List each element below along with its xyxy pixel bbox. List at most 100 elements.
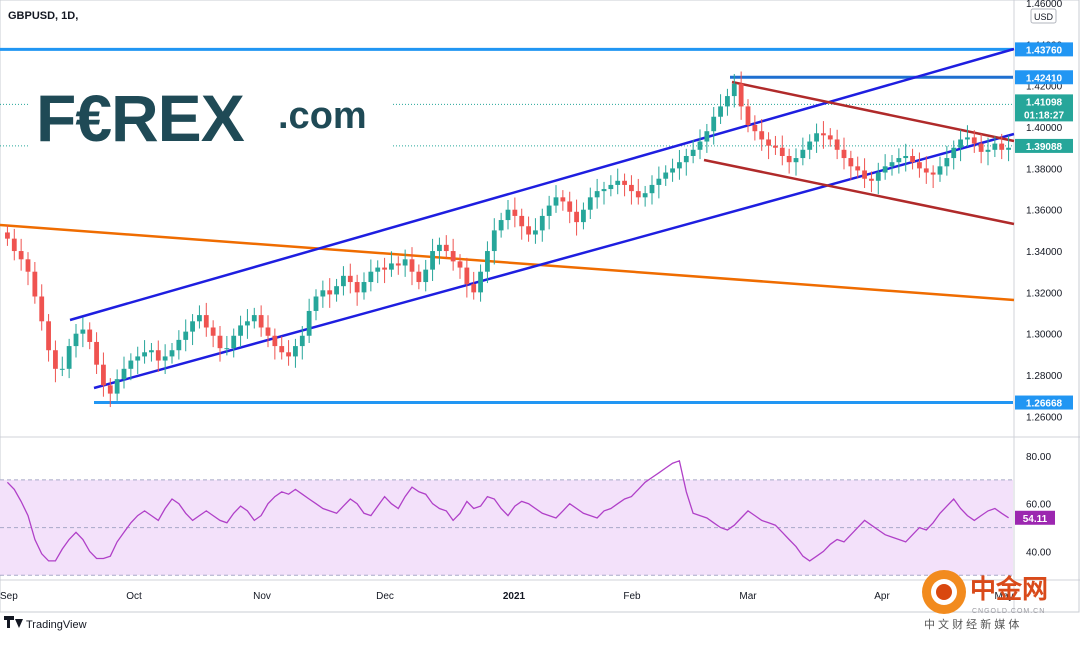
candle-body: [889, 162, 895, 167]
x-tick-label: Nov: [253, 591, 271, 602]
rsi-tick-label: 80.00: [1026, 452, 1051, 463]
price-tag-bg: [1015, 395, 1073, 410]
candle: [176, 330, 182, 360]
candle: [450, 238, 456, 271]
candle-body: [807, 141, 813, 150]
candle-body: [731, 83, 737, 97]
price-tag-label: 1.39088: [1026, 142, 1063, 153]
candle: [855, 156, 861, 178]
candle-body: [416, 271, 422, 283]
candle-body: [176, 339, 182, 351]
candle-body: [923, 168, 929, 173]
candle: [512, 197, 518, 228]
y-tick-label: 1.26000: [1026, 412, 1063, 423]
candle-body: [539, 215, 545, 231]
y-tick-label: 1.36000: [1026, 206, 1063, 217]
candle-body: [354, 282, 360, 293]
candle-body: [512, 209, 518, 216]
candle-body: [279, 346, 285, 353]
candle: [1006, 135, 1011, 162]
candle: [917, 152, 922, 178]
price-tag-bg: [1015, 138, 1073, 153]
candle: [690, 140, 696, 164]
currency-badge[interactable]: [1030, 8, 1057, 24]
candle-body: [347, 275, 353, 283]
candle-body: [114, 379, 120, 394]
candle-body: [594, 191, 600, 198]
candle-body: [162, 356, 168, 361]
candle-body: [313, 296, 319, 311]
y-tick-label: 1.42000: [1026, 82, 1063, 93]
logo-backdrop: [30, 78, 392, 153]
candle-body: [773, 145, 778, 148]
candle-body: [937, 166, 943, 175]
candle-body: [94, 341, 99, 365]
candle-body: [574, 211, 579, 223]
candle-body: [18, 251, 24, 260]
candle: [258, 305, 264, 337]
x-tick-label: Apr: [874, 591, 890, 602]
tag-143760: 1.43760: [1015, 42, 1073, 57]
candle-body: [320, 290, 326, 297]
candle: [162, 344, 168, 374]
candle: [25, 252, 31, 286]
candle: [101, 352, 106, 397]
price-tag-label: 01:18:27: [1024, 110, 1064, 121]
candle-body: [869, 178, 874, 181]
candle: [601, 181, 607, 205]
candle-body: [704, 131, 710, 142]
candle-body: [210, 327, 216, 336]
candle: [217, 326, 223, 362]
candle: [18, 238, 24, 271]
candle-body: [183, 331, 189, 340]
candle: [279, 336, 285, 360]
candle: [615, 168, 621, 195]
candle: [409, 247, 415, 286]
candle-body: [478, 271, 483, 293]
candle: [197, 305, 202, 329]
candle: [539, 208, 545, 242]
price-tag-bg: [1015, 94, 1073, 109]
candle: [190, 314, 195, 346]
candle: [608, 175, 614, 197]
candle: [94, 332, 99, 374]
candle-body: [73, 333, 79, 347]
candle: [992, 136, 998, 158]
candle: [773, 135, 778, 155]
candle: [896, 148, 902, 174]
candle-body: [169, 350, 175, 357]
candle-body: [155, 350, 161, 361]
candle: [210, 320, 216, 348]
candle: [416, 264, 422, 290]
candle-body: [471, 284, 477, 293]
candle: [581, 202, 586, 230]
candle-body: [992, 143, 998, 150]
candle: [251, 307, 257, 329]
time-axis-ticks: Sep Oct Nov Dec 2021 Feb Mar Apr May: [0, 591, 1013, 602]
y-tick-label: 1.40000: [1026, 123, 1063, 134]
candle-body: [738, 83, 744, 107]
candle: [121, 356, 127, 389]
candle: [375, 260, 381, 284]
candle: [347, 263, 353, 294]
tradingview-brand[interactable]: TradingView: [4, 616, 87, 631]
candle-body: [368, 271, 374, 283]
candle-body: [25, 259, 31, 272]
candle: [752, 115, 758, 141]
candle: [745, 99, 751, 133]
candle: [5, 225, 10, 246]
candle-body: [39, 296, 45, 322]
candle: [203, 302, 209, 337]
forex-logo: F€REX .com: [30, 78, 392, 155]
candle: [485, 241, 490, 284]
candle-body: [683, 155, 689, 163]
candle-body: [725, 96, 730, 107]
candle: [697, 129, 703, 160]
tradingview-icon: [4, 616, 23, 628]
y-tick-label: 1.34000: [1026, 247, 1063, 258]
candle: [87, 322, 93, 350]
candle: [910, 148, 915, 170]
rsi-line: [6, 459, 1009, 562]
candle-body: [457, 261, 463, 268]
